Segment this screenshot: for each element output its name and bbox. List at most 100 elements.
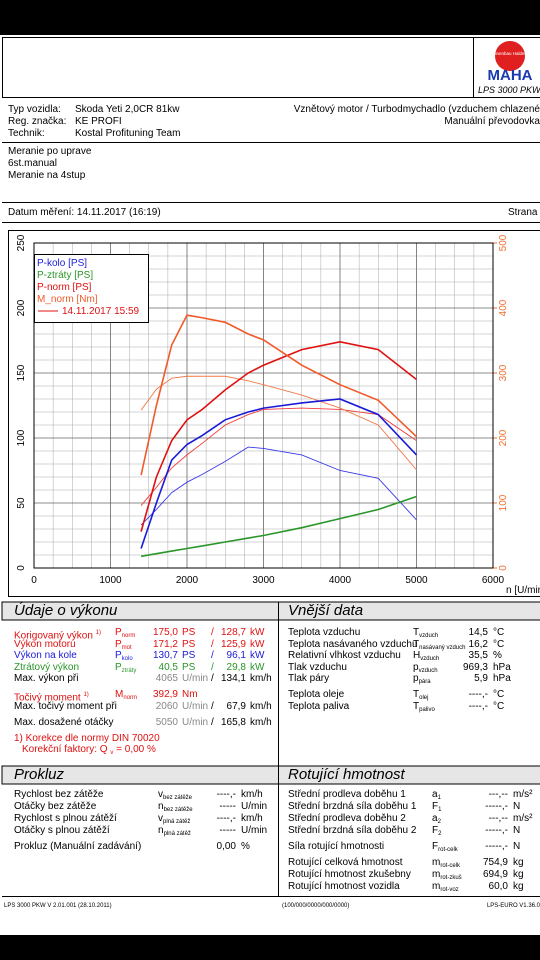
row-unit: m/s² bbox=[513, 789, 533, 800]
measurement-date: Datum měření: 14.11.2017 (16:19) bbox=[8, 207, 161, 218]
row-unit: % bbox=[241, 841, 250, 852]
subscript: pára bbox=[418, 679, 431, 685]
row-value: 35,5 bbox=[468, 650, 488, 661]
row-unit: °C bbox=[493, 639, 505, 650]
subscript: norm bbox=[123, 695, 138, 701]
factor-sub: v bbox=[110, 750, 114, 756]
subscript: plná zátěž bbox=[163, 831, 191, 837]
row-unit: hPa bbox=[493, 662, 511, 673]
series-line bbox=[140, 314, 418, 476]
row-value: ----,- bbox=[216, 789, 236, 800]
row-label: Ztrátový výkon bbox=[14, 662, 80, 673]
symbol: m bbox=[432, 857, 441, 868]
row-value: 5,9 bbox=[474, 673, 488, 684]
row-unit: % bbox=[493, 650, 502, 661]
row-label: Výkon na kole bbox=[14, 650, 77, 661]
x-tick-label: 0 bbox=[31, 575, 37, 586]
section-title: Údaje o výkonu bbox=[14, 602, 118, 619]
row-unit: PS bbox=[182, 627, 196, 638]
y2-tick-label: 100 bbox=[498, 494, 509, 511]
plot-border bbox=[33, 242, 494, 569]
subscript: vzduch bbox=[419, 633, 439, 639]
x-tick-label: 4000 bbox=[329, 575, 352, 586]
symbol: m bbox=[432, 881, 441, 892]
symbol: F bbox=[432, 841, 439, 852]
y-tick-label: 200 bbox=[16, 299, 27, 316]
note: Meranie po uprave bbox=[8, 146, 92, 157]
series-line bbox=[140, 446, 417, 526]
symbol: P bbox=[115, 662, 122, 673]
engine-info: Vznětový motor / Turbodmychadlo (vzduche… bbox=[293, 104, 540, 115]
row-label: Max. dosažené otáčky bbox=[14, 717, 114, 728]
row-unit: U/min bbox=[241, 801, 268, 812]
row-label: Teplota oleje bbox=[288, 689, 345, 700]
legend-entry: P-kolo [PS] bbox=[37, 258, 87, 269]
y2-tick-label: 500 bbox=[498, 234, 509, 251]
separator: / bbox=[211, 662, 214, 673]
y-tick-label: 100 bbox=[16, 429, 27, 446]
row-symbol: Tolej bbox=[413, 689, 428, 704]
row-unit: kW bbox=[250, 662, 265, 673]
row-value: 14,5 bbox=[468, 627, 488, 638]
symbol: F bbox=[432, 825, 439, 836]
row-value: ----- bbox=[219, 801, 236, 812]
row-value: 67,9 bbox=[226, 701, 246, 712]
row-unit: N bbox=[513, 841, 521, 852]
row-symbol: ppára bbox=[413, 673, 431, 688]
x-tick-label: 5000 bbox=[405, 575, 428, 586]
y2-tick-label: 400 bbox=[498, 299, 509, 316]
subscript: rot-celk bbox=[438, 847, 458, 853]
series-line bbox=[140, 340, 417, 532]
subscript: rot-voz bbox=[440, 887, 459, 893]
subscript: vzduch bbox=[418, 668, 438, 674]
row-symbol: Pztráty bbox=[115, 662, 136, 677]
row-label: Rotující hmotnost vozidla bbox=[288, 881, 400, 892]
symbol: M bbox=[115, 689, 124, 700]
symbol: F bbox=[432, 801, 439, 812]
row-symbol: mrot-voz bbox=[432, 881, 459, 896]
symbol: p bbox=[413, 673, 419, 684]
row-symbol: nplná zátěž bbox=[158, 825, 191, 840]
section-title: Rotující hmotnost bbox=[288, 766, 405, 783]
symbol: n bbox=[158, 801, 164, 812]
subscript: rot-zkuš bbox=[440, 875, 462, 881]
row-symbol: pvzduch bbox=[413, 662, 438, 677]
row-symbol: Tnasávaný vzduch bbox=[413, 639, 465, 654]
subscript: vzduch bbox=[420, 656, 440, 662]
logo-text: Maschinenbau Haldenwang bbox=[482, 51, 538, 56]
field-label: Typ vozidla: bbox=[8, 104, 61, 115]
separator: / bbox=[211, 639, 214, 650]
row-label: Tlak vzduchu bbox=[288, 662, 347, 673]
row-symbol: Frot-celk bbox=[432, 841, 458, 856]
symbol: v bbox=[158, 789, 163, 800]
legend-entry: P-ztráty [PS] bbox=[37, 270, 93, 281]
symbol: T bbox=[413, 701, 420, 712]
row-label: Otáčky bez zátěže bbox=[14, 801, 97, 812]
row-unit: PS bbox=[182, 639, 196, 650]
row-symbol: Pmot bbox=[115, 639, 132, 654]
x-tick-label: 6000 bbox=[482, 575, 505, 586]
footnote: 1) Korekce dle normy DIN 70020 bbox=[14, 733, 160, 744]
logo-circle bbox=[495, 41, 525, 71]
row-symbol: a1 bbox=[432, 789, 441, 804]
row-value: ----,- bbox=[468, 701, 488, 712]
row-label: Otáčky s plnou zátěží bbox=[14, 825, 110, 836]
subscript: 1 bbox=[438, 807, 442, 813]
row-unit: km/h bbox=[250, 701, 272, 712]
row-label: Střední brzdná síla doběhu 2 bbox=[288, 825, 417, 836]
footer-text: (100/000/0000/000/0000) bbox=[282, 903, 350, 909]
row-unit: km/h bbox=[250, 673, 272, 684]
symbol: a bbox=[432, 813, 438, 824]
row-unit: PS bbox=[182, 662, 196, 673]
field-value: KE PROFI bbox=[75, 116, 122, 127]
subscript: bez zátěže bbox=[163, 795, 193, 801]
row-value: ---,-- bbox=[488, 813, 508, 824]
row-label: Rychlost bez zátěže bbox=[14, 789, 104, 800]
symbol: v bbox=[158, 813, 163, 824]
symbol: a bbox=[432, 789, 438, 800]
row-label: Teplota vzduchu bbox=[288, 627, 361, 638]
row-symbol: F1 bbox=[432, 801, 441, 816]
symbol: n bbox=[158, 825, 164, 836]
row-label: Střední prodleva doběhu 2 bbox=[288, 813, 406, 824]
row-unit: U/min bbox=[241, 825, 268, 836]
